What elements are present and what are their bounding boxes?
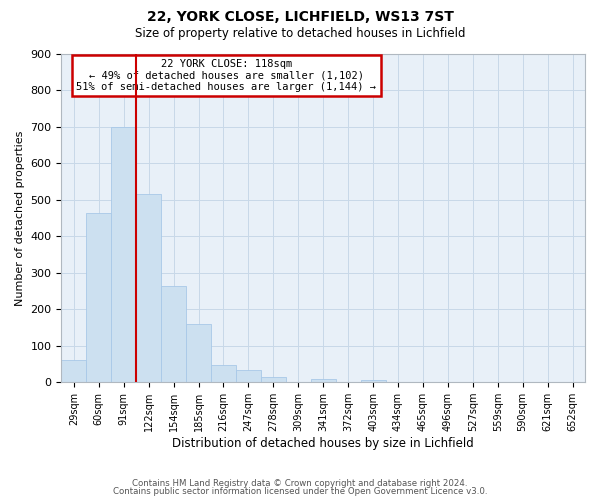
X-axis label: Distribution of detached houses by size in Lichfield: Distribution of detached houses by size … — [172, 437, 474, 450]
Bar — [261, 378, 286, 382]
Bar — [161, 286, 186, 382]
Bar — [186, 324, 211, 382]
Text: 22 YORK CLOSE: 118sqm
← 49% of detached houses are smaller (1,102)
51% of semi-d: 22 YORK CLOSE: 118sqm ← 49% of detached … — [76, 59, 376, 92]
Text: Size of property relative to detached houses in Lichfield: Size of property relative to detached ho… — [135, 28, 465, 40]
Bar — [361, 380, 386, 382]
Bar — [236, 370, 261, 382]
Y-axis label: Number of detached properties: Number of detached properties — [15, 130, 25, 306]
Bar — [311, 378, 335, 382]
Bar — [111, 127, 136, 382]
Text: 22, YORK CLOSE, LICHFIELD, WS13 7ST: 22, YORK CLOSE, LICHFIELD, WS13 7ST — [146, 10, 454, 24]
Bar — [86, 212, 111, 382]
Bar — [136, 194, 161, 382]
Bar — [211, 365, 236, 382]
Text: Contains public sector information licensed under the Open Government Licence v3: Contains public sector information licen… — [113, 487, 487, 496]
Text: Contains HM Land Registry data © Crown copyright and database right 2024.: Contains HM Land Registry data © Crown c… — [132, 478, 468, 488]
Bar — [61, 360, 86, 382]
